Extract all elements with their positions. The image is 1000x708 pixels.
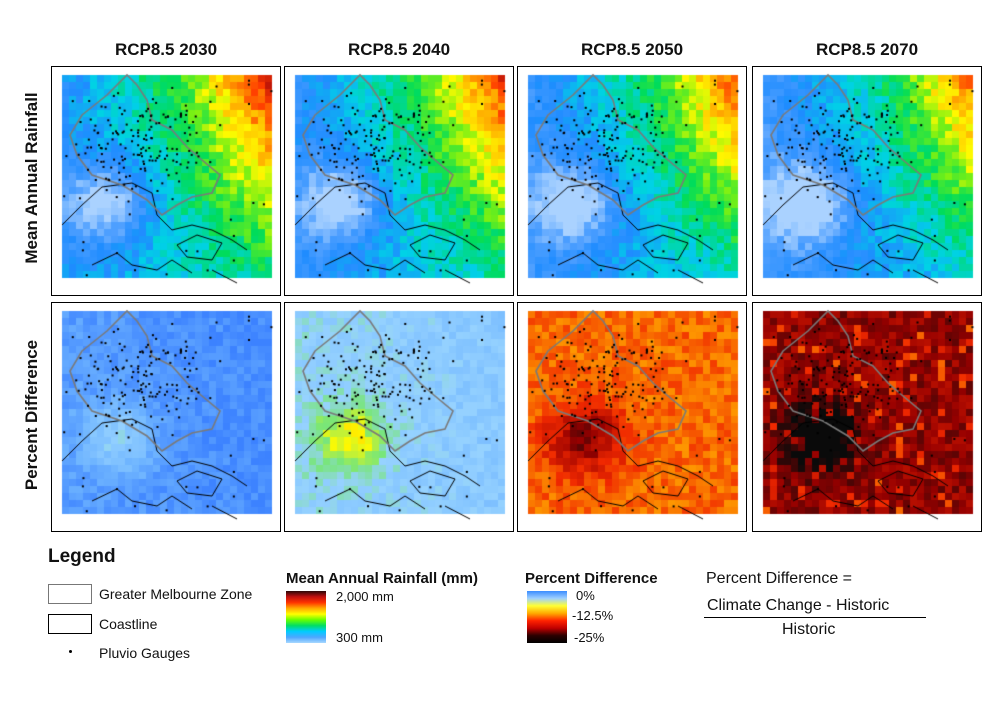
rainfall-max-label: 2,000 mm: [336, 589, 394, 604]
map-percent-2070: [752, 302, 982, 532]
map-percent-2030: [51, 302, 281, 532]
percent-label-25: -25%: [574, 630, 605, 645]
pluvio-gauges-label: Pluvio Gauges: [99, 645, 191, 661]
column-title-2050: RCP8.5 2050: [580, 40, 684, 59]
greater-melbourne-zone-label: Greater Melbourne Zone: [99, 586, 253, 602]
column-title-2030: RCP8.5 2030: [114, 40, 218, 59]
rainfall-scale-title: Mean Annual Rainfall (mm): [286, 570, 478, 587]
map-percent-2050: [517, 302, 747, 532]
formula-denominator: Historic: [782, 621, 836, 638]
legend-title: Legend: [48, 546, 116, 567]
map-rainfall-2040: [284, 66, 514, 296]
map-rainfall-2070: [752, 66, 982, 296]
column-title-2040: RCP8.5 2040: [347, 40, 451, 59]
rainfall-color-ramp: [286, 591, 326, 643]
row-title-percent: Percent Difference: [22, 339, 41, 491]
formula-fraction-bar: [704, 617, 926, 618]
formula-lhs: Percent Difference =: [706, 570, 853, 587]
greater-melbourne-zone-symbol: [48, 584, 92, 604]
percent-label-12-5: -12.5%: [572, 608, 614, 623]
pluvio-gauge-symbol: [69, 650, 72, 653]
map-rainfall-2030: [51, 66, 281, 296]
row-title-rainfall: Mean Annual Rainfall: [22, 92, 41, 264]
formula-numerator: Climate Change - Historic: [707, 597, 890, 614]
column-title-2070: RCP8.5 2070: [815, 40, 919, 59]
map-percent-2040: [284, 302, 514, 532]
rainfall-min-label: 300 mm: [336, 630, 383, 645]
coastline-symbol: [48, 614, 92, 634]
percent-color-ramp: [527, 591, 567, 643]
coastline-label: Coastline: [99, 616, 158, 632]
map-rainfall-2050: [517, 66, 747, 296]
percent-label-0: 0%: [576, 588, 595, 603]
percent-scale-title: Percent Difference: [525, 570, 658, 587]
